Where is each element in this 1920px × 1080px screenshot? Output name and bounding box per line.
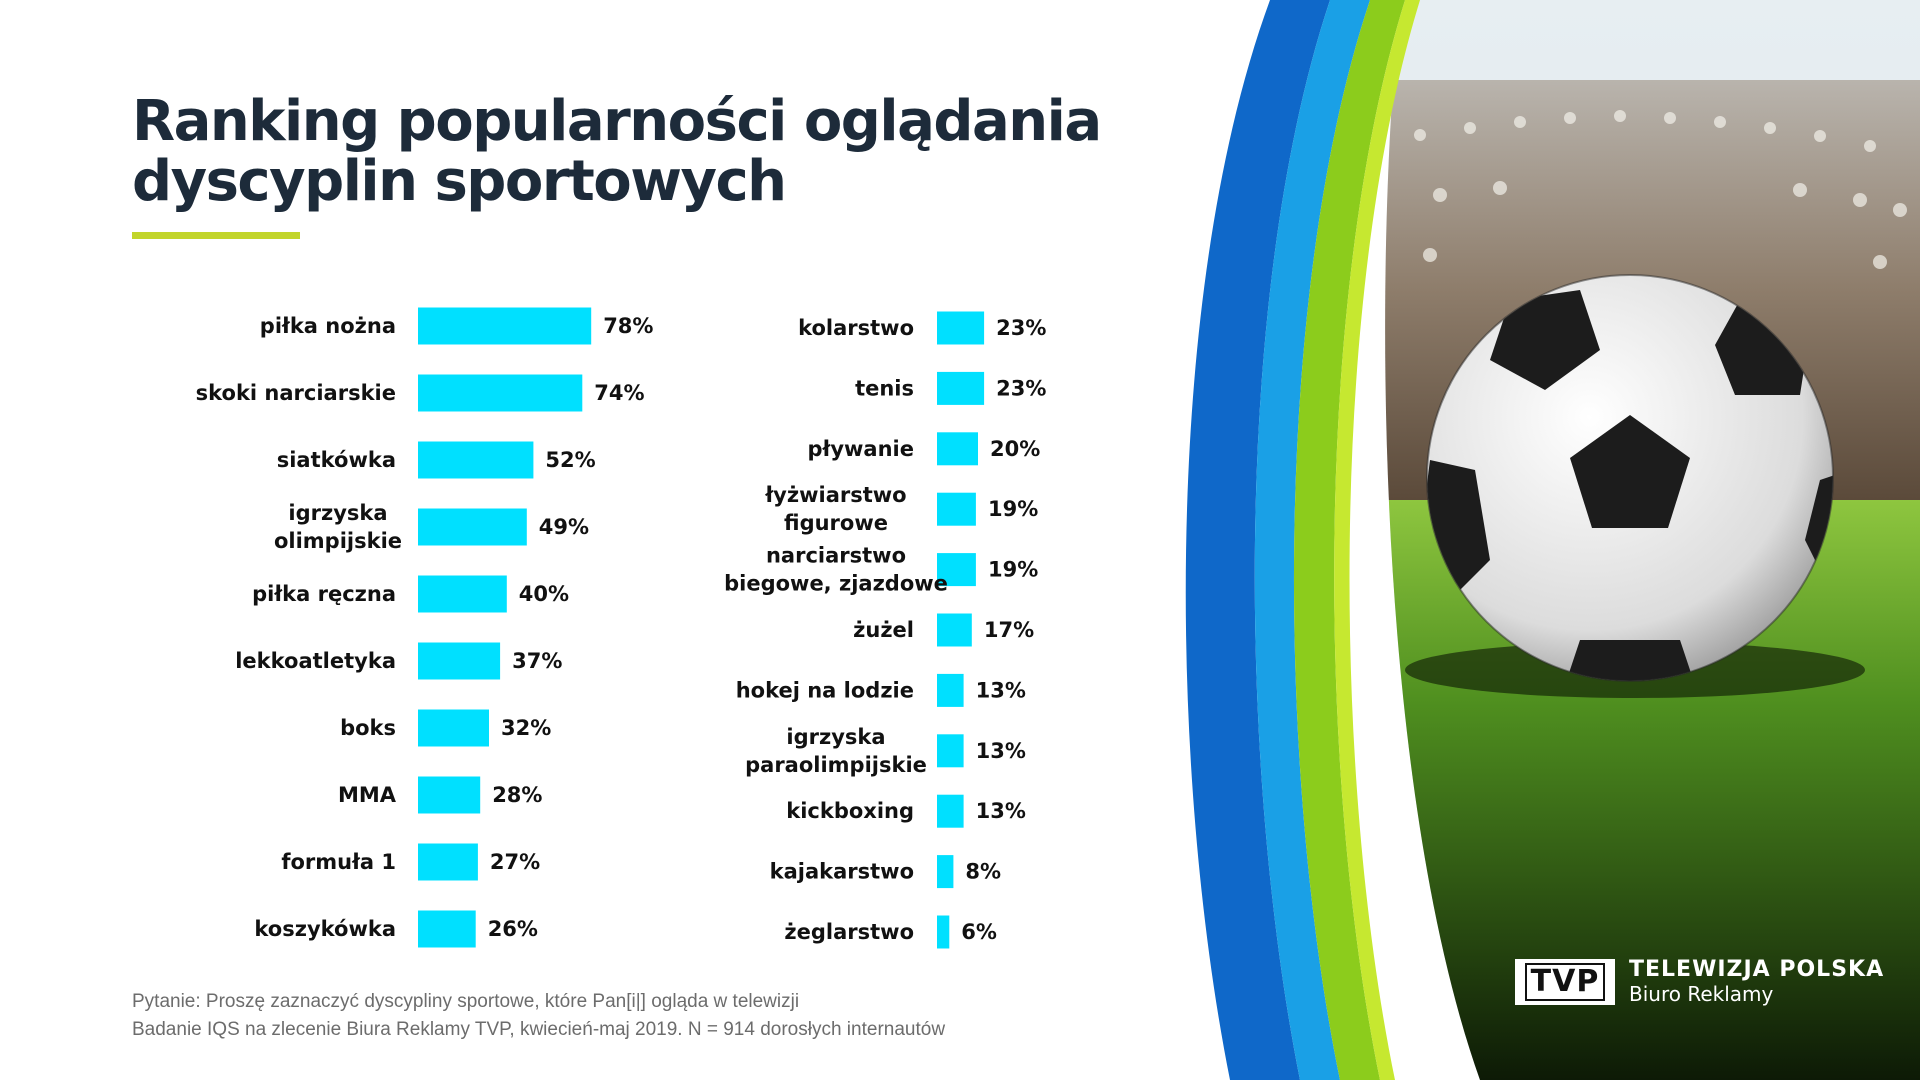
- bar: [937, 613, 972, 647]
- bar: [418, 776, 481, 814]
- bar: [937, 492, 976, 526]
- value-label: 13%: [976, 678, 1026, 702]
- bar: [418, 910, 476, 948]
- bar: [418, 441, 534, 479]
- logo-line-1: TELEWIZJA POLSKA: [1629, 957, 1885, 982]
- category-label: MMA: [338, 783, 397, 807]
- value-label: 8%: [965, 860, 1001, 884]
- category-label: koszykówka: [254, 917, 396, 941]
- footnote-question: Pytanie: Proszę zaznaczyć dyscypliny spo…: [132, 991, 800, 1012]
- bar: [937, 915, 950, 949]
- value-label: 13%: [976, 799, 1026, 823]
- bar: [937, 311, 985, 345]
- tvp-logo-mark: TVP: [1515, 959, 1615, 1005]
- footnote: Pytanie: Proszę zaznaczyć dyscypliny spo…: [132, 988, 945, 1044]
- category-label: kajakarstwo: [770, 860, 914, 884]
- category-label: igrzyska paraolimpijskie: [745, 725, 927, 777]
- category-label: formuła 1: [281, 850, 396, 874]
- title-line-2: dyscyplin sportowych: [132, 149, 787, 214]
- bar: [937, 553, 976, 587]
- category-label-line: igrzyska: [786, 725, 885, 749]
- value-label: 23%: [996, 316, 1046, 340]
- category-label: kolarstwo: [798, 316, 914, 340]
- value-label: 49%: [539, 515, 589, 539]
- category-label: hokej na lodzie: [736, 678, 914, 702]
- category-label-line: figurowe: [784, 511, 888, 535]
- value-label: 37%: [512, 649, 562, 673]
- category-label: igrzyska olimpijskie: [274, 501, 402, 553]
- value-label: 23%: [996, 376, 1046, 400]
- category-label-line: olimpijskie: [274, 529, 402, 553]
- tvp-logo-mark-text: TVP: [1524, 963, 1606, 1001]
- category-label-line: igrzyska: [288, 501, 387, 525]
- bar: [937, 371, 985, 405]
- bar: [937, 734, 964, 768]
- bar: [418, 374, 583, 412]
- category-label: łyżwiarstwo figurowe: [764, 483, 906, 535]
- logo-line-2: Biuro Reklamy: [1629, 982, 1774, 1006]
- bar: [937, 855, 954, 889]
- category-label-line: paraolimpijskie: [745, 753, 927, 777]
- value-label: 40%: [519, 582, 569, 606]
- category-label: narciarstwo biegowe, zjazdowe: [724, 544, 948, 596]
- tvp-logo: TVP TELEWIZJA POLSKA Biuro Reklamy: [1515, 956, 1884, 1008]
- category-label: siatkówka: [277, 448, 396, 472]
- value-label: 52%: [545, 448, 595, 472]
- value-label: 17%: [984, 618, 1034, 642]
- value-label: 26%: [488, 917, 538, 941]
- bar: [937, 794, 964, 828]
- value-label: 32%: [501, 716, 551, 740]
- category-label: boks: [340, 716, 396, 740]
- bar: [937, 673, 964, 707]
- value-label: 6%: [961, 920, 997, 944]
- category-label-line: biegowe, zjazdowe: [724, 572, 948, 596]
- bar-chart: 78% piłka nożna 74% skoki narciarskie 52% sia…: [196, 307, 1046, 949]
- bar: [418, 642, 501, 680]
- category-label: piłka ręczna: [252, 582, 396, 606]
- bar: [418, 709, 489, 747]
- value-label: 78%: [603, 314, 653, 338]
- tvp-logo-text: TELEWIZJA POLSKA Biuro Reklamy: [1629, 957, 1884, 1007]
- value-label: 20%: [990, 437, 1040, 461]
- bar: [418, 508, 527, 546]
- title-line-1: Ranking popularności oglądania: [132, 89, 1102, 154]
- category-label: żużel: [853, 618, 914, 642]
- bar: [418, 575, 507, 613]
- bar: [937, 432, 978, 466]
- page-title: Ranking popularności oglądania dyscyplin…: [132, 89, 1102, 214]
- bar: [418, 307, 592, 345]
- stadium-photo-panel: [1185, 0, 1920, 1080]
- category-label: lekkoatletyka: [235, 649, 396, 673]
- bar: [418, 843, 478, 881]
- value-label: 19%: [988, 497, 1038, 521]
- category-label: piłka nożna: [260, 314, 396, 338]
- value-label: 19%: [988, 558, 1038, 582]
- footnote-source: Badanie IQS na zlecenie Biura Reklamy TV…: [132, 1019, 946, 1040]
- value-label: 27%: [490, 850, 540, 874]
- category-label: skoki narciarskie: [196, 381, 396, 405]
- category-label-line: łyżwiarstwo: [764, 483, 906, 507]
- value-label: 13%: [976, 739, 1026, 763]
- value-label: 28%: [492, 783, 542, 807]
- category-label: kickboxing: [786, 799, 914, 823]
- category-label: pływanie: [808, 437, 914, 461]
- value-label: 74%: [594, 381, 644, 405]
- category-label: żeglarstwo: [784, 920, 914, 944]
- category-label-line: narciarstwo: [766, 544, 906, 568]
- category-label: tenis: [855, 376, 914, 400]
- title-underline: [132, 232, 300, 239]
